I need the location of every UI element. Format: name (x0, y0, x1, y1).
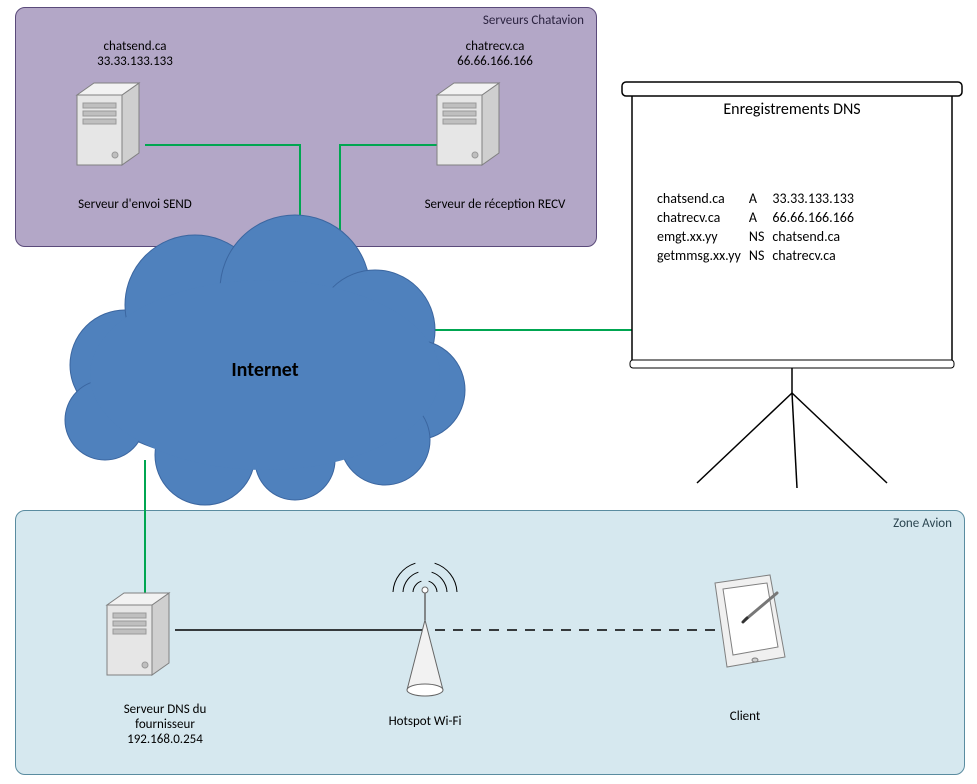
send-server-top-label: chatsend.ca33.33.133.133 (55, 40, 215, 70)
send-server-bottom-label: Serveur d'envoi SEND (55, 198, 215, 213)
dns-provider-label: Serveur DNS dufournisseur192.168.0.254 (85, 703, 245, 748)
dns-records-title: Enregistrements DNS (657, 100, 927, 119)
dns-records-table: chatsend.caA33.33.133.133chatrecv.caA66.… (657, 189, 862, 265)
recv-server-bottom-label: Serveur de réception RECV (415, 198, 575, 213)
cloud-label: Internet (231, 358, 298, 382)
dns-record-row: getmmsg.xx.yyNSchatrecv.ca (657, 246, 862, 265)
client-label: Client (665, 710, 825, 725)
dns-records-panel: Enregistrements DNS chatsend.caA33.33.13… (657, 100, 927, 265)
dns-record-row: chatrecv.caA66.66.166.166 (657, 208, 862, 227)
dns-record-row: emgt.xx.yyNSchatsend.ca (657, 227, 862, 246)
dns-record-row: chatsend.caA33.33.133.133 (657, 189, 862, 208)
hotspot-label: Hotspot Wi-Fi (345, 715, 505, 730)
zone-servers-label: Serveurs Chatavion (483, 13, 584, 28)
recv-server-top-label: chatrecv.ca66.66.166.166 (415, 40, 575, 70)
zone-avion-label: Zone Avion (893, 516, 952, 531)
